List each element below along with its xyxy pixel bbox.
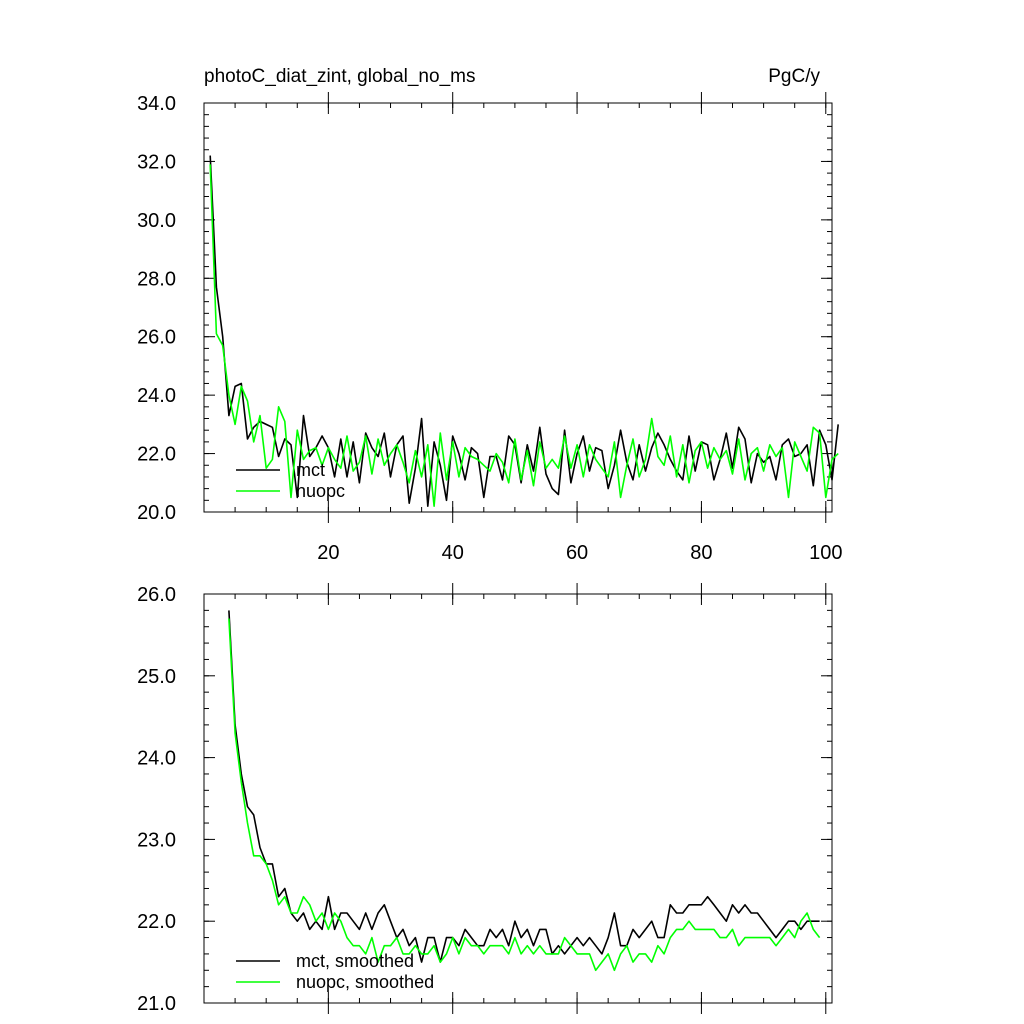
y-tick-label: 20.0 bbox=[137, 502, 176, 524]
legend-label: nuopc, smoothed bbox=[296, 972, 434, 992]
y-tick-label: 26.0 bbox=[137, 584, 176, 606]
legend-label: mct bbox=[296, 460, 325, 480]
y-tick-label: 24.0 bbox=[137, 748, 176, 770]
series-line-mct bbox=[228, 610, 820, 963]
y-tick-label: 23.0 bbox=[137, 829, 176, 851]
y-tick-label: 34.0 bbox=[137, 93, 176, 115]
y-tick-label: 22.0 bbox=[137, 911, 176, 933]
y-tick-label: 21.0 bbox=[137, 993, 176, 1015]
x-tick-label: 60 bbox=[566, 542, 588, 564]
y-tick-label: 24.0 bbox=[137, 385, 176, 407]
series-line-nuopc bbox=[228, 618, 821, 972]
plot-frame bbox=[203, 593, 833, 1004]
top-panel: photoC_diat_zint, global_no_ms PgC/y 20.… bbox=[137, 66, 842, 564]
y-tick-label: 28.0 bbox=[137, 268, 176, 290]
y-tick-label: 32.0 bbox=[137, 151, 176, 173]
chart-title: photoC_diat_zint, global_no_ms bbox=[204, 66, 475, 87]
y-tick-label: 26.0 bbox=[137, 327, 176, 349]
y-tick-label: 25.0 bbox=[137, 666, 176, 688]
plot-frame bbox=[203, 102, 833, 513]
y-tick-label: 30.0 bbox=[137, 210, 176, 232]
legend-label: mct, smoothed bbox=[296, 951, 414, 971]
x-tick-label: 40 bbox=[442, 542, 464, 564]
x-tick-label: 80 bbox=[690, 542, 712, 564]
bottom-panel: 21.0 22.0 23.0 24.0 25.0 26.0 mct, smoothednuo… bbox=[137, 583, 833, 1015]
series-line-mct bbox=[209, 155, 839, 508]
x-tick-label: 100 bbox=[809, 542, 842, 564]
chart-units: PgC/y bbox=[768, 66, 820, 87]
legend-label: nuopc bbox=[296, 481, 345, 501]
series-line-nuopc bbox=[209, 164, 839, 508]
y-tick-label: 22.0 bbox=[137, 444, 176, 466]
x-tick-label: 20 bbox=[317, 542, 339, 564]
